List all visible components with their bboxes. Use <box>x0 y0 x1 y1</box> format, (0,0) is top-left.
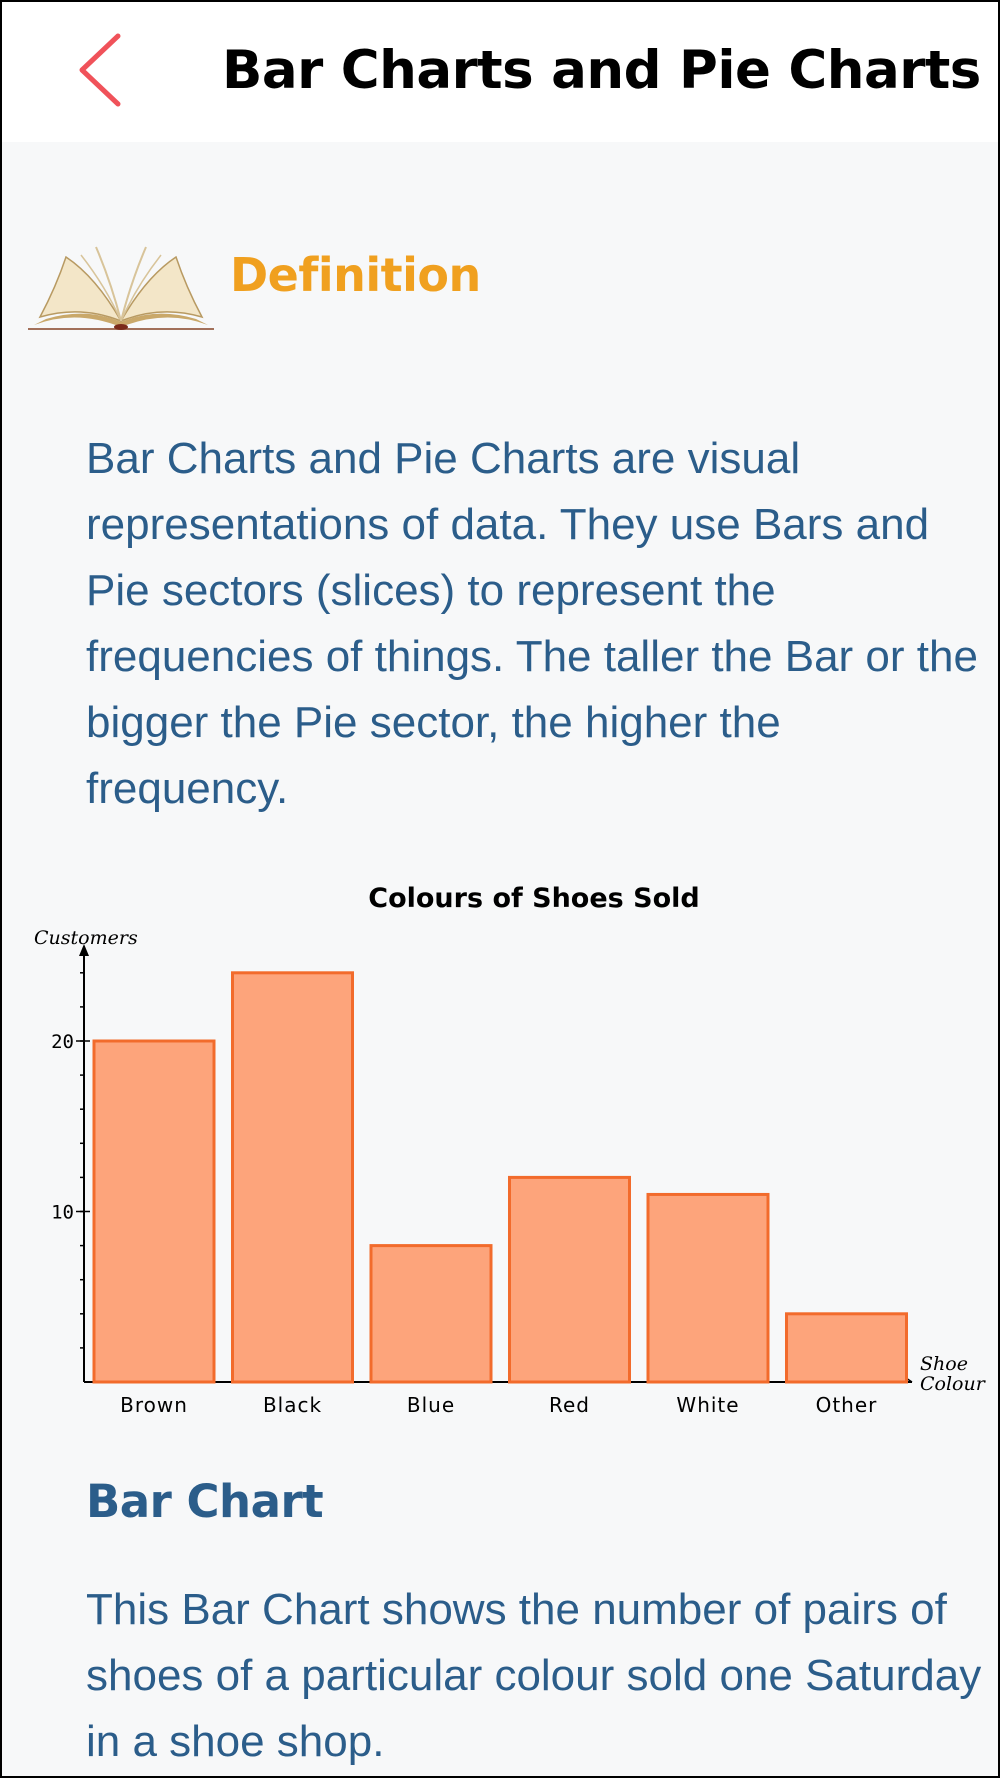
x-tick-label: Black <box>263 1393 322 1417</box>
bar <box>369 1244 493 1384</box>
x-tick-label: White <box>676 1393 739 1417</box>
definition-heading: Definition <box>230 248 481 302</box>
chevron-left-icon <box>79 33 121 107</box>
x-tick-label: Blue <box>407 1393 455 1417</box>
y-tick-label: 10 <box>51 1202 74 1224</box>
bar-chart-svg: Colours of Shoes Sold Customers 10 20 Brown B… <box>34 883 987 1417</box>
bar <box>508 1175 631 1384</box>
nav-bar: Bar Charts and Pie Charts <box>2 2 998 142</box>
x-axis-label-line2: Colour <box>920 1373 987 1395</box>
x-tick-label: Brown <box>120 1393 188 1417</box>
bar-chart-heading: Bar Chart <box>86 1475 324 1528</box>
definition-text: Bar Charts and Pie Charts are visual rep… <box>86 434 978 813</box>
y-axis-arrow <box>79 944 89 956</box>
open-book-icon <box>28 246 214 330</box>
bar <box>92 1039 216 1384</box>
y-tick-label: 20 <box>51 1031 74 1053</box>
y-axis-label: Customers <box>34 927 138 949</box>
chart-title: Colours of Shoes Sold <box>368 883 699 914</box>
bar <box>785 1312 908 1384</box>
bar <box>646 1192 770 1384</box>
back-button[interactable] <box>72 30 132 110</box>
bar <box>231 971 354 1384</box>
page-title: Bar Charts and Pie Charts <box>222 40 981 101</box>
x-tick-label: Red <box>549 1393 590 1417</box>
bar-chart-description: This Bar Chart shows the number of pairs… <box>86 1585 982 1766</box>
bar-chart: Colours of Shoes Sold Customers 10 20 Brown B… <box>2 872 1000 1422</box>
x-axis-label-line1: Shoe <box>920 1353 968 1375</box>
x-tick-label: Other <box>816 1393 878 1417</box>
